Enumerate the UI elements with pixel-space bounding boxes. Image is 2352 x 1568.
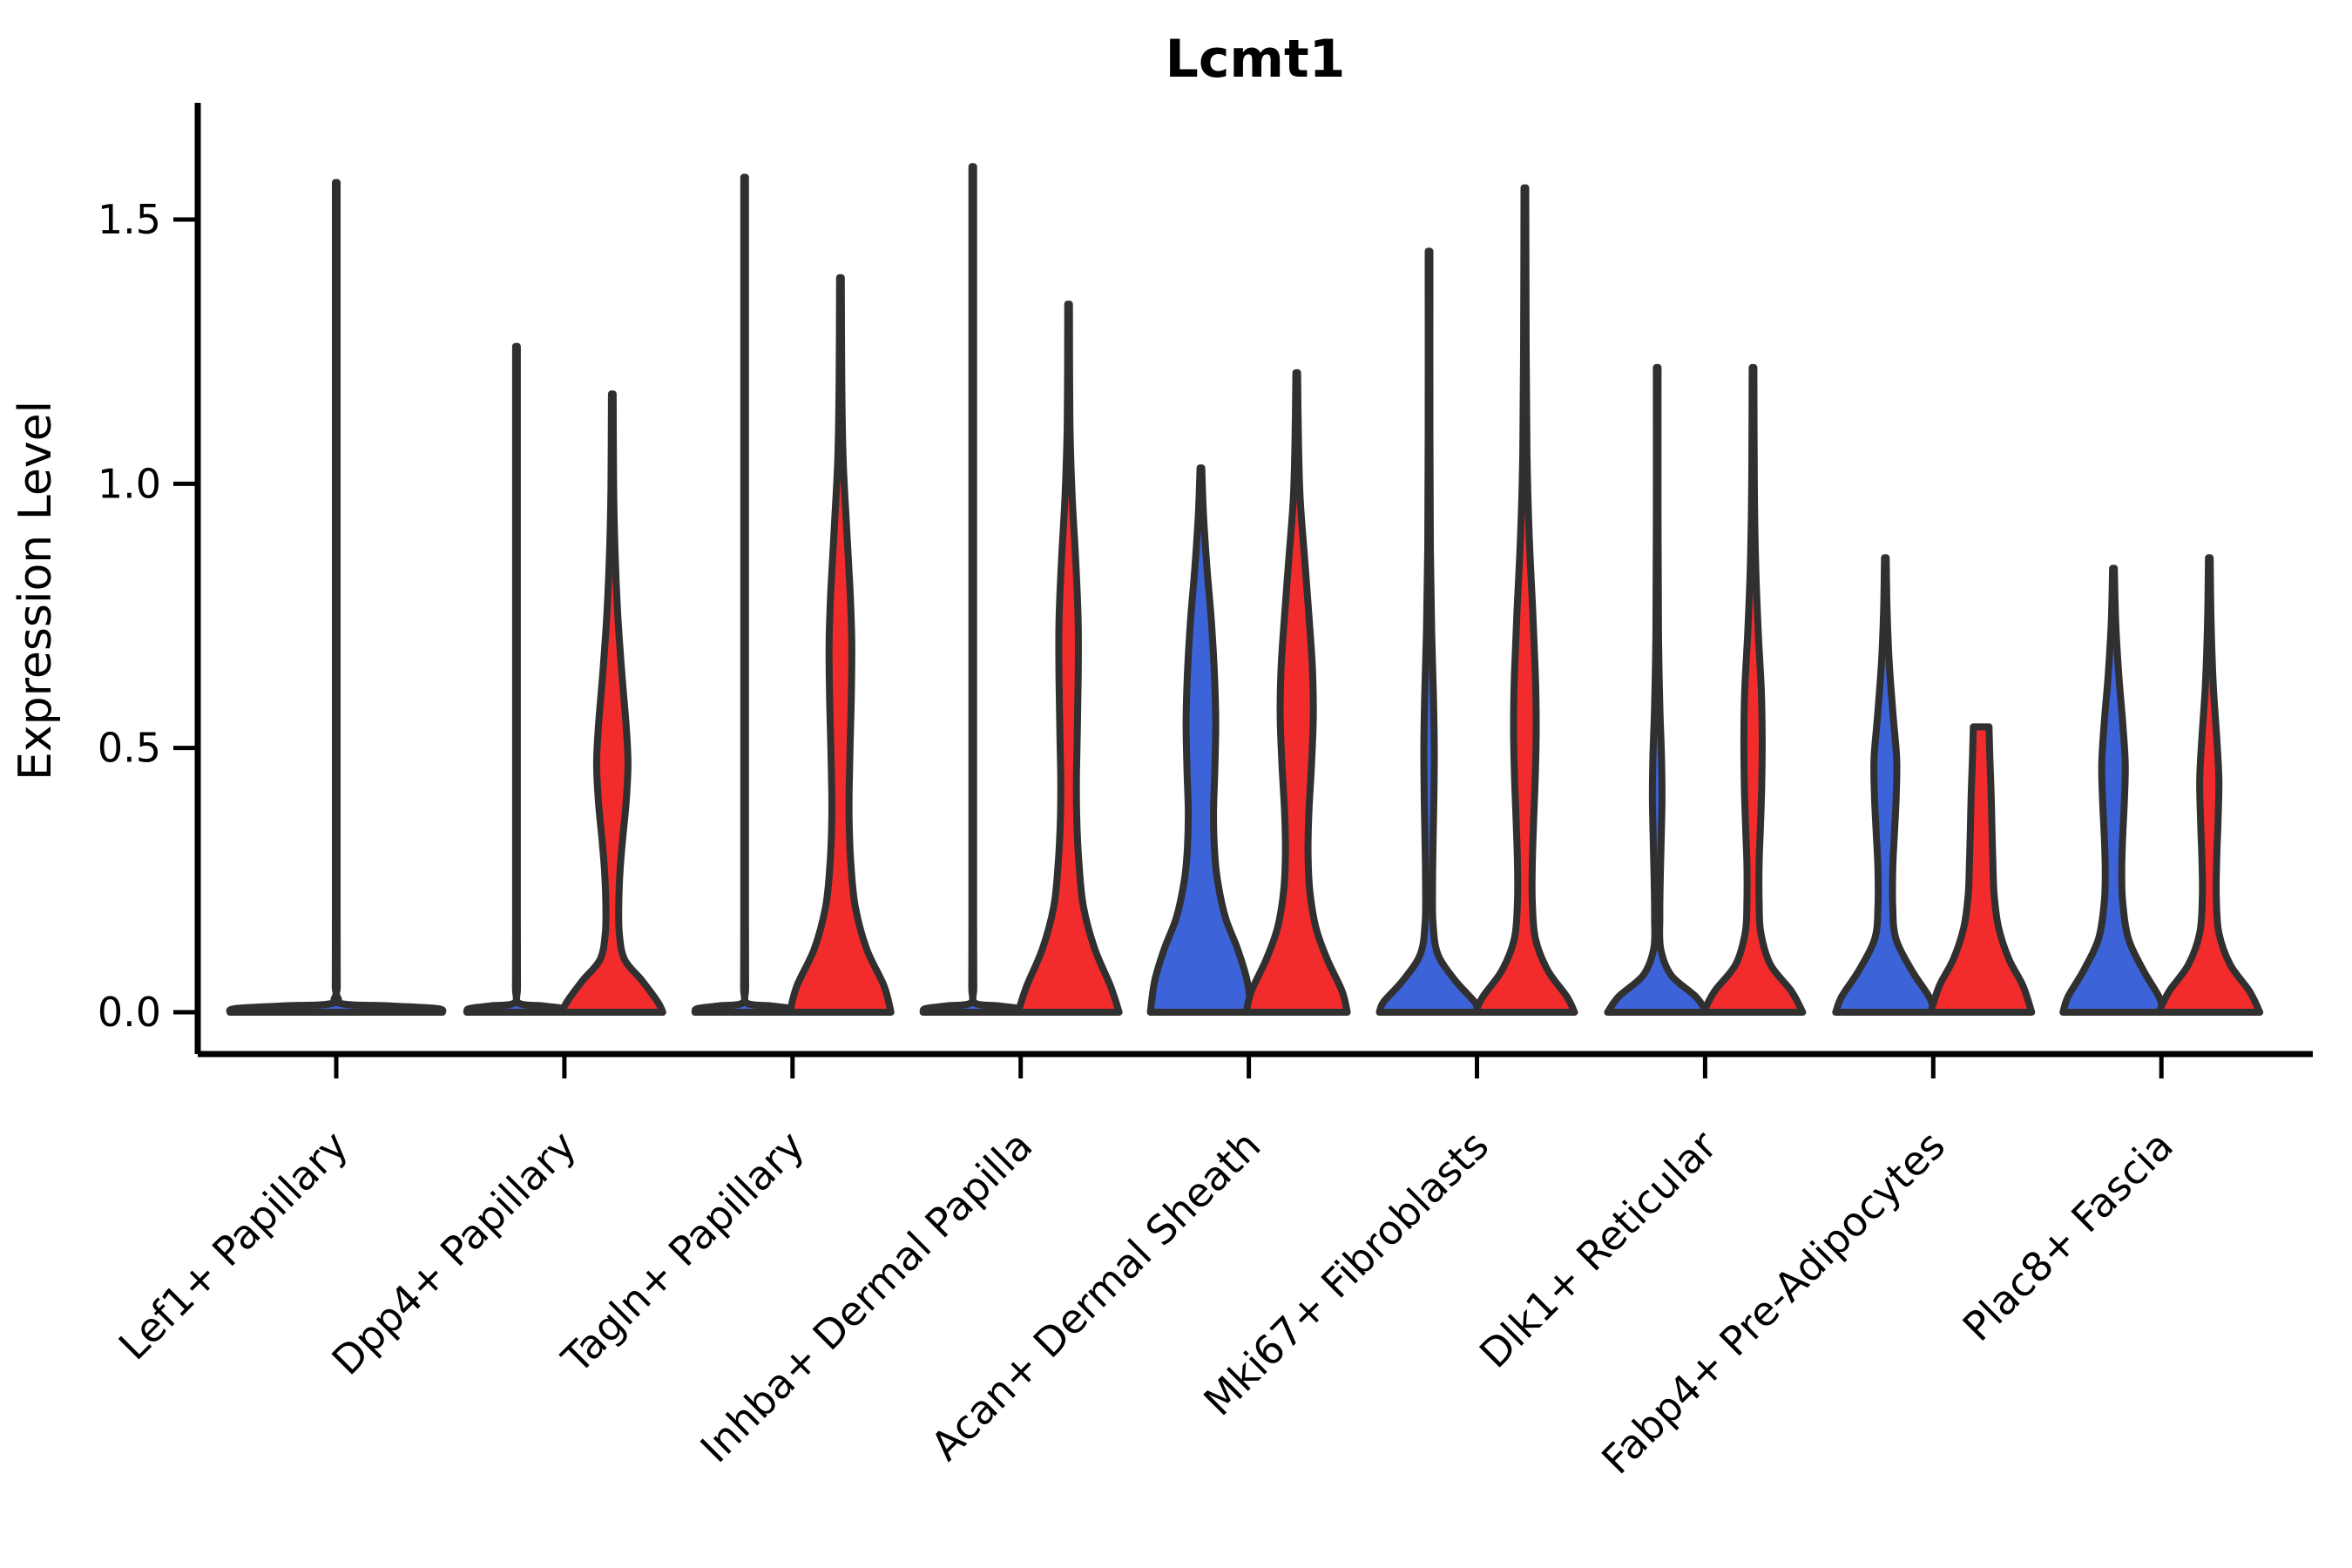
y-tick-label: 0.5	[98, 725, 161, 772]
violin-plac8-fascia-red	[2155, 554, 2264, 1016]
violin-lef1-papillary-blue	[226, 179, 447, 1016]
violin-inhba-dermal-papilla-blue	[919, 163, 1026, 1016]
x-tick-label: Lef1+ Papillary	[110, 1122, 357, 1369]
y-axis-label: Expression Level	[10, 401, 62, 781]
violin-tagln-papillary-red	[786, 274, 895, 1016]
violin-acan-dermal-sheath-blue	[1146, 464, 1255, 1016]
violin-dpp4-papillary-red	[558, 390, 666, 1016]
x-tick-label: Tagln+ Papillary	[552, 1122, 814, 1383]
y-tick-label: 0.0	[98, 989, 161, 1036]
violin-fabp4-pre-adipocytes-blue	[1832, 554, 1939, 1016]
x-tick-label: Dlk1+ Reticular	[1470, 1122, 1726, 1377]
violin-plac8-fascia-blue	[2059, 564, 2168, 1016]
y-tick-label: 1.0	[98, 460, 161, 507]
violin-tagln-papillary-blue	[691, 173, 798, 1016]
x-tick-label: Dpp4+ Papillary	[322, 1122, 585, 1384]
violin-dpp4-papillary-blue	[463, 342, 570, 1016]
violin-mki67-fibroblasts-red	[1471, 184, 1578, 1016]
violin-dlk1-reticular-blue	[1604, 363, 1711, 1016]
violin-dlk1-reticular-red	[1700, 363, 1807, 1016]
violin-mki67-fibroblasts-blue	[1375, 247, 1483, 1016]
x-tick-label: Plac8+ Fascia	[1954, 1122, 2182, 1350]
y-axis: 0.0 0.5 1.0 1.5	[98, 196, 198, 1036]
chart-title: Lcmt1	[1166, 29, 1346, 90]
violin-fabp4-pre-adipocytes-red	[1927, 723, 2036, 1016]
y-tick-label: 1.5	[98, 196, 161, 243]
violin-inhba-dermal-papilla-red	[1014, 301, 1123, 1016]
violin-series	[226, 163, 2264, 1016]
violin-acan-dermal-sheath-red	[1242, 368, 1351, 1016]
